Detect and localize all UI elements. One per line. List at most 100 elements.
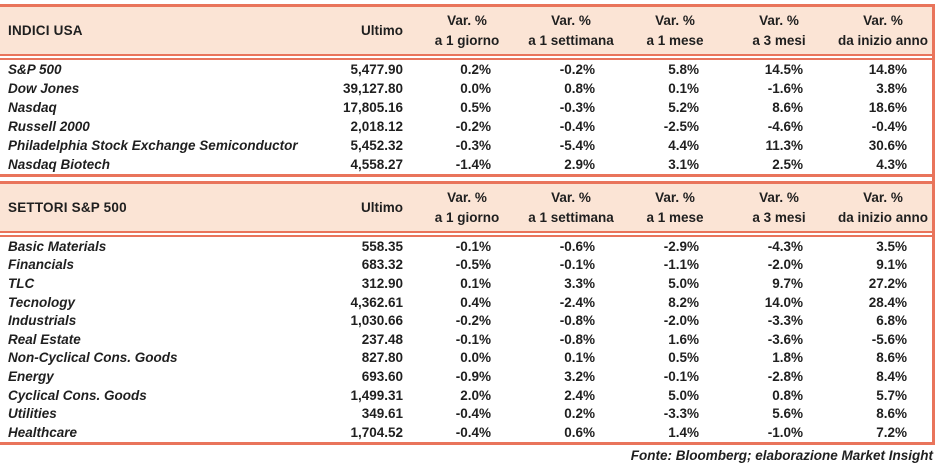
- value-cell: 2.0%: [460, 387, 491, 403]
- value-cell: 3.8%: [876, 81, 907, 96]
- value-cell: 1,704.52: [350, 424, 403, 440]
- value-cell: 0.6%: [564, 424, 595, 440]
- var-label: Var. %: [551, 12, 591, 28]
- row-label: Non-Cyclical Cons. Goods: [8, 350, 178, 366]
- value-cell: 6.8%: [876, 313, 907, 329]
- value-cell: 0.1%: [460, 275, 491, 291]
- value-cell: 237.48: [361, 331, 403, 347]
- value-cell: 9.1%: [876, 257, 907, 273]
- value-cell: 28.4%: [868, 294, 907, 310]
- value-cell: 0.8%: [564, 81, 595, 96]
- value-cell: 4.3%: [876, 157, 907, 172]
- table-row: Cyclical Cons. Goods 1,499.31 2.0% 2.4% 5.0%…: [0, 386, 935, 405]
- table-row: Industrials 1,030.66 -0.2% -0.8% -2.0% -3.3% 6…: [0, 311, 935, 330]
- var-label: Var. %: [447, 12, 487, 28]
- var-label: Var. %: [655, 189, 695, 205]
- value-cell: -4.6%: [767, 119, 803, 134]
- divider: [0, 441, 935, 445]
- value-cell: 0.2%: [564, 406, 595, 422]
- value-cell: -0.1%: [455, 331, 491, 347]
- value-cell: -0.8%: [559, 313, 595, 329]
- var-label: Var. %: [863, 189, 903, 205]
- value-cell: 1.6%: [668, 331, 699, 347]
- value-cell: 27.2%: [868, 275, 907, 291]
- value-cell: -0.1%: [455, 238, 491, 254]
- row-label: Russell 2000: [8, 119, 90, 134]
- var-label: Var. %: [551, 189, 591, 205]
- value-cell: 312.90: [361, 275, 403, 291]
- value-cell: -3.3%: [767, 313, 803, 329]
- var-label: Var. %: [759, 12, 799, 28]
- value-cell: 8.6%: [876, 350, 907, 366]
- indici-usa-section: INDICI USA Ultimo Var. % a 1 giorno Var.…: [0, 4, 935, 177]
- value-cell: 693.60: [361, 368, 403, 384]
- row-label: Industrials: [8, 313, 77, 329]
- value-cell: 8.6%: [772, 100, 803, 115]
- var-label: Var. %: [759, 189, 799, 205]
- value-cell: 5,452.32: [350, 138, 403, 153]
- settori-sp500-rows: Basic Materials 558.35 -0.1% -0.6% -2.9% -4.3…: [0, 237, 935, 442]
- col-header-3-mesi: Var. % a 3 mesi: [727, 188, 831, 228]
- row-label: Nasdaq Biotech: [8, 157, 111, 172]
- table-title: INDICI USA: [8, 23, 83, 38]
- value-cell: 14.8%: [868, 62, 907, 77]
- value-cell: 349.61: [361, 406, 403, 422]
- col-header-1-settimana: Var. % a 1 settimana: [519, 188, 623, 228]
- value-cell: 2,018.12: [350, 119, 403, 134]
- period-label: a 1 mese: [646, 209, 704, 225]
- value-cell: -2.5%: [663, 119, 699, 134]
- row-label: Philadelphia Stock Exchange Semiconducto…: [8, 138, 298, 153]
- period-label: a 1 giorno: [434, 209, 500, 225]
- table-row: Russell 2000 2,018.12 -0.2% -0.4% -2.5% -4.6%…: [0, 117, 935, 136]
- indici-usa-rows: S&P 500 5,477.90 0.2% -0.2% 5.8% 14.5% 14.8% Do…: [0, 60, 935, 174]
- divider: [0, 181, 935, 184]
- value-cell: -0.4%: [455, 424, 491, 440]
- value-cell: -1.4%: [455, 157, 491, 172]
- value-cell: 5.0%: [668, 275, 699, 291]
- row-label: TLC: [8, 275, 35, 291]
- divider: [0, 174, 935, 177]
- row-label: Financials: [8, 257, 75, 273]
- value-cell: -0.4%: [455, 406, 491, 422]
- var-label: Var. %: [447, 189, 487, 205]
- row-label: S&P 500: [8, 62, 62, 77]
- value-cell: -2.8%: [767, 368, 803, 384]
- value-cell: -1.1%: [663, 257, 699, 273]
- settori-sp500-header-row: SETTORI S&P 500 Ultimo Var. % a 1 giorno…: [0, 184, 935, 231]
- value-cell: 0.5%: [668, 350, 699, 366]
- col-header-1-giorno: Var. % a 1 giorno: [415, 188, 519, 228]
- value-cell: -0.3%: [559, 100, 595, 115]
- col-header-3-mesi: Var. % a 3 mesi: [727, 11, 831, 51]
- value-cell: 5,477.90: [350, 62, 403, 77]
- table-row: S&P 500 5,477.90 0.2% -0.2% 5.8% 14.5% 14.8%: [0, 60, 935, 79]
- value-cell: -3.6%: [767, 331, 803, 347]
- value-cell: -0.5%: [455, 257, 491, 273]
- table-row: Philadelphia Stock Exchange Semiconducto…: [0, 136, 935, 155]
- divider: [0, 4, 935, 7]
- value-cell: 1.8%: [772, 350, 803, 366]
- period-label: da inizio anno: [838, 209, 928, 225]
- table-row: Real Estate 237.48 -0.1% -0.8% 1.6% -3.6% -5.6…: [0, 330, 935, 349]
- table-row: Basic Materials 558.35 -0.1% -0.6% -2.9% -4.3…: [0, 237, 935, 256]
- value-cell: -0.1%: [663, 368, 699, 384]
- row-label: Dow Jones: [8, 81, 80, 96]
- value-cell: 5.8%: [668, 62, 699, 77]
- value-cell: -1.0%: [767, 424, 803, 440]
- col-header-ultimo: Ultimo: [361, 23, 403, 38]
- table-row: Healthcare 1,704.52 -0.4% 0.6% 1.4% -1.0% 7.2%: [0, 423, 935, 442]
- value-cell: 17,805.16: [342, 100, 403, 115]
- col-header-inizio-anno: Var. % da inizio anno: [831, 188, 935, 228]
- value-cell: 5.7%: [876, 387, 907, 403]
- period-label: a 1 mese: [646, 32, 704, 48]
- table-row: Tecnology 4,362.61 0.4% -2.4% 8.2% 14.0% 28.4%: [0, 293, 935, 312]
- value-cell: 0.0%: [460, 350, 491, 366]
- value-cell: 39,127.80: [342, 81, 403, 96]
- period-label: a 1 settimana: [528, 32, 614, 48]
- row-label: Basic Materials: [8, 238, 107, 254]
- value-cell: 5.6%: [772, 406, 803, 422]
- var-label: Var. %: [655, 12, 695, 28]
- value-cell: 30.6%: [868, 138, 907, 153]
- table-row: Nasdaq 17,805.16 0.5% -0.3% 5.2% 8.6% 18.6%: [0, 98, 935, 117]
- value-cell: -4.3%: [767, 238, 803, 254]
- value-cell: -0.3%: [455, 138, 491, 153]
